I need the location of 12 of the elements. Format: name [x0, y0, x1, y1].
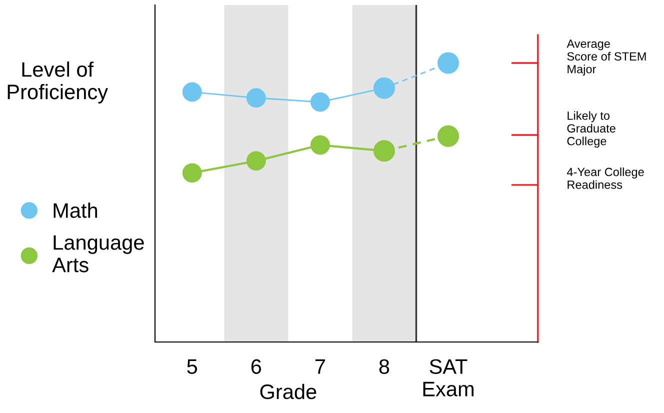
legend-label: Math: [54, 202, 98, 218]
x-tick-label: SAT Exam: [423, 359, 474, 396]
y-axis-title: Level of Proficiency: [8, 62, 108, 104]
text: 4-Year College Readiness: [566, 167, 644, 189]
x-tick-label: 5: [187, 359, 198, 374]
x-tick-label: 7: [315, 359, 325, 374]
legend-label: Language Arts: [52, 235, 144, 272]
text: Average Score of STEM Major: [566, 40, 646, 76]
text: Likely to Graduate College: [567, 111, 616, 148]
x-tick-label: 6: [251, 359, 262, 374]
x-axis-title: Grade: [260, 384, 316, 400]
x-tick-label: 8: [379, 359, 390, 374]
